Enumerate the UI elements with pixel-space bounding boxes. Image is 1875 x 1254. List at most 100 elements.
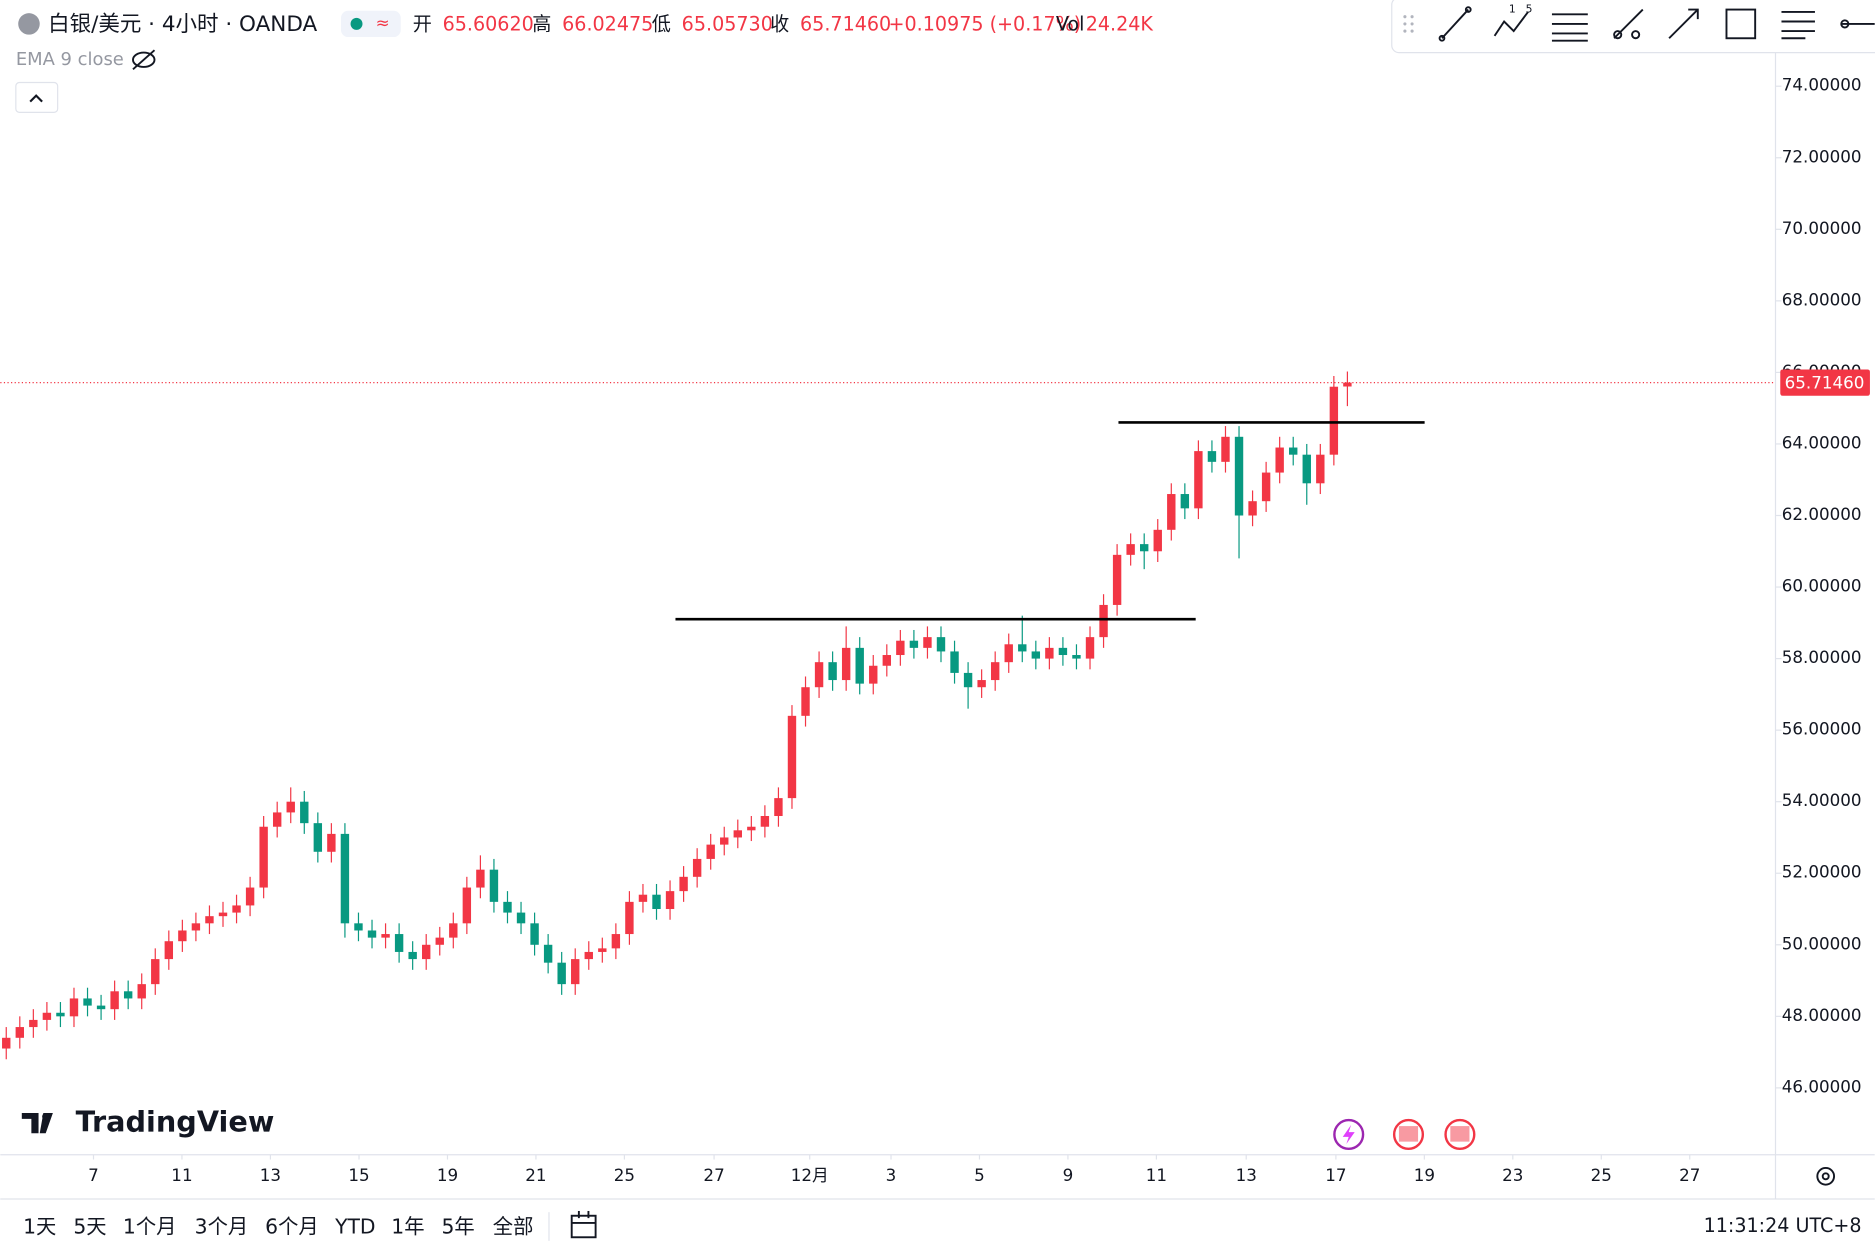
symbol-icon: [18, 13, 40, 35]
clock[interactable]: 11:31:24 UTC+8: [1704, 1214, 1862, 1237]
candle-body: [543, 944, 553, 963]
candle-body: [652, 894, 661, 910]
candle-body: [1261, 472, 1271, 502]
toolbar-icons: [1438, 6, 1875, 42]
y-tick-label: 62.00000: [1782, 504, 1862, 524]
y-tick-label: 74.00000: [1782, 75, 1862, 95]
pattern-icon-mark: 5: [1526, 3, 1533, 16]
flag-fill: [1450, 1126, 1470, 1142]
status-icon: ≈: [376, 12, 390, 32]
brand[interactable]: TradingView: [76, 1105, 275, 1139]
x-tick-label: 21: [525, 1165, 546, 1185]
candle-body: [110, 991, 119, 1010]
ray-tool[interactable]: [1613, 8, 1644, 40]
candle-body: [638, 894, 648, 902]
candle-body: [394, 934, 404, 952]
candle-body: [936, 637, 946, 652]
goto-date-button[interactable]: [570, 1210, 597, 1239]
pattern-icon-mark: 1: [1509, 3, 1516, 16]
last-price-badge: [1780, 369, 1870, 396]
candle-body: [692, 858, 702, 877]
last-price-label: 65.71460: [1785, 372, 1865, 392]
text-tool[interactable]: [1781, 10, 1815, 40]
period-button[interactable]: 3个月: [195, 1215, 249, 1239]
y-tick-label: 72.00000: [1782, 146, 1862, 166]
low-label: 低: [652, 13, 671, 36]
hide-icon[interactable]: [132, 49, 156, 71]
period-button[interactable]: 全部: [493, 1215, 534, 1239]
candle-body: [598, 948, 607, 952]
x-tick-label: 25: [614, 1165, 635, 1185]
candle-body: [1316, 454, 1325, 484]
y-tick-label: 46.00000: [1782, 1076, 1862, 1096]
y-tick-label: 56.00000: [1782, 719, 1862, 739]
candle-body: [137, 984, 146, 999]
y-tick-label: 50.00000: [1782, 933, 1862, 953]
candle-body: [56, 1012, 65, 1017]
candle-body: [882, 655, 892, 666]
period-button[interactable]: 1天: [23, 1215, 56, 1239]
candle-body: [1167, 494, 1176, 530]
candle-body: [259, 826, 268, 888]
candle-body: [1221, 436, 1230, 462]
period-button[interactable]: 1个月: [123, 1215, 177, 1239]
period-button[interactable]: 1年: [391, 1215, 424, 1239]
candle-body: [1248, 501, 1257, 516]
x-tick-label: 13: [260, 1165, 281, 1185]
candle-body: [2, 1037, 11, 1049]
event-bolt: [1342, 1124, 1355, 1145]
candle-body: [1099, 604, 1108, 638]
rectangle-tool[interactable]: [1725, 8, 1757, 40]
period-button[interactable]: YTD: [334, 1215, 375, 1239]
candle-body: [1194, 451, 1203, 509]
settings-icon[interactable]: [1816, 1166, 1836, 1186]
candle-body: [1207, 451, 1217, 462]
period-button[interactable]: 5年: [442, 1215, 475, 1239]
brand-logo[interactable]: [21, 1112, 53, 1134]
toolbar-grip[interactable]: [1403, 15, 1414, 33]
fib-tool[interactable]: [1551, 13, 1588, 42]
market-open-dot: [350, 17, 363, 30]
candle-body: [774, 798, 783, 817]
x-tick-label: 9: [1063, 1165, 1074, 1185]
candle-body: [869, 665, 878, 684]
arrow-tool[interactable]: [1668, 8, 1699, 39]
x-tick-label: 27: [703, 1165, 724, 1185]
more-tool[interactable]: [1840, 19, 1875, 29]
candle-body: [245, 887, 255, 906]
candle-body: [232, 905, 241, 913]
symbol[interactable]: 白银/美元 · 4小时 · OANDA: [48, 12, 317, 37]
candle-body: [367, 930, 377, 938]
candle-body: [896, 640, 905, 656]
period-button[interactable]: 5天: [73, 1215, 106, 1239]
period-button[interactable]: 6个月: [265, 1215, 319, 1239]
x-tick-label: 19: [1414, 1165, 1435, 1185]
candle-body: [679, 876, 688, 892]
candle-body: [1140, 544, 1149, 552]
candle-body: [733, 830, 742, 838]
candle-body: [787, 715, 797, 799]
candle-body: [164, 941, 174, 960]
x-tick-label: 11: [171, 1165, 192, 1185]
period-buttons: 1天 5天 1个月 3个月 6个月 YTD 1年 5年 全部: [23, 1215, 533, 1239]
x-tick-label: 17: [1325, 1165, 1346, 1185]
y-tick-label: 70.00000: [1782, 218, 1862, 238]
y-tick-label: 60.00000: [1782, 576, 1862, 596]
change: +0.10975 (+0.17%): [888, 13, 1081, 36]
indicator[interactable]: EMA 9 close: [16, 49, 124, 70]
x-tick-label: 13: [1236, 1165, 1257, 1185]
candle-body: [1329, 386, 1339, 455]
candle-body: [950, 651, 959, 673]
candle-body: [801, 687, 810, 716]
trend-line-tool[interactable]: [1438, 6, 1472, 42]
candle-body: [720, 837, 729, 845]
pattern-tool[interactable]: [1493, 11, 1529, 37]
candle-body: [354, 923, 363, 931]
status-badge[interactable]: [340, 10, 401, 38]
x-tick-label: 27: [1679, 1165, 1700, 1185]
candle-body: [977, 680, 986, 688]
candle-body: [990, 662, 1000, 681]
x-tick-label: 25: [1591, 1165, 1612, 1185]
candle-body: [300, 801, 309, 824]
